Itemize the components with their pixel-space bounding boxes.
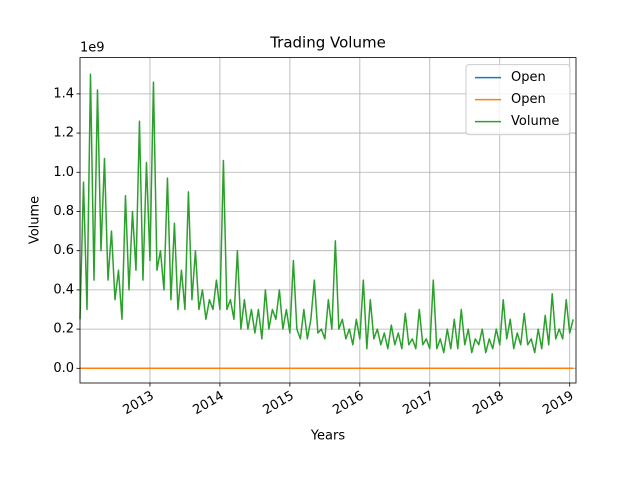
y-tick-label: 0.2 — [53, 322, 74, 337]
series-line — [79, 73, 574, 354]
legend-label: Open — [511, 92, 546, 107]
chart-title: Trading Volume — [269, 34, 386, 52]
y-tick-label: 0.4 — [53, 282, 74, 297]
legend-label: Volume — [511, 114, 559, 129]
y-tick-label: 0.8 — [53, 204, 74, 219]
y-offset-label: 1e9 — [80, 41, 105, 56]
y-tick-label: 1.4 — [53, 86, 74, 101]
legend-box — [465, 64, 571, 136]
y-tick-label: 0.0 — [53, 361, 74, 376]
y-axis-label: Volume — [28, 196, 43, 244]
legend-label: Open — [511, 70, 546, 85]
y-tick-label: 0.6 — [53, 243, 74, 258]
y-tick-label: 1.2 — [53, 126, 74, 141]
plot-frame — [79, 57, 577, 384]
x-axis-label: Years — [310, 429, 346, 444]
y-tick-label: 1.0 — [53, 165, 74, 180]
